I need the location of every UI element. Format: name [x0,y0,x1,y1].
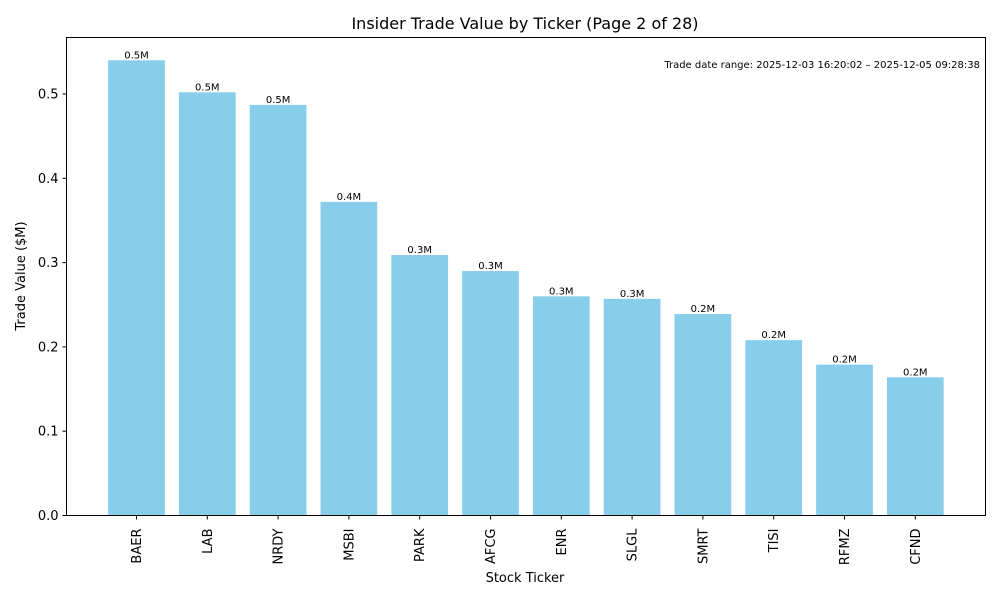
y-tick-label: 0.2 [38,340,59,355]
x-tick-label-smrt: SMRT [696,528,711,564]
x-tick-label-tisi: TISI [767,529,782,554]
y-tick-label: 0.4 [38,172,59,187]
data-label-slgl: 0.3M [620,289,645,300]
data-label-smrt: 0.2M [691,304,716,315]
y-tick-label: 0.3 [38,256,59,271]
bar-baer [108,60,165,516]
data-label-lab: 0.5M [195,82,220,93]
x-tick-label-nrdy: NRDY [272,528,287,564]
bar-enr [532,296,590,516]
data-label-afcg: 0.3M [478,261,503,272]
data-label-nrdy: 0.5M [266,95,291,106]
data-label-park: 0.3M [407,245,432,256]
bars-layer [108,60,944,516]
y-axis: 0.0 0.1 0.2 0.3 0.4 0.5 [38,88,67,524]
x-tick-label-enr: ENR [555,529,570,556]
y-tick-label: 0.0 [38,509,59,524]
bar-park [391,255,449,516]
x-tick-label-slgl: SLGL [626,528,641,562]
x-tick-label-baer: BAER [130,529,145,564]
data-labels-layer: 0.5M 0.5M 0.5M 0.4M 0.3M 0.3M 0.3M 0.3M 0.2M 0.2M… [124,50,927,378]
data-label-baer: 0.5M [124,50,149,61]
data-label-rfmz: 0.2M [832,355,857,366]
x-tick-label-afcg: AFCG [484,529,499,565]
y-tick-label: 0.5 [38,88,59,103]
bar-afcg [462,271,519,516]
data-label-cfnd: 0.2M [903,367,928,378]
bar-rfmz [816,364,873,516]
date-range-annotation: Trade date range: 2025-12-03 16:20:02 – … [663,60,980,71]
x-tick-label-msbi: MSBI [342,529,357,561]
bar-tisi [745,340,803,516]
bar-nrdy [249,104,307,516]
bar-smrt [674,314,732,516]
bar-slgl [603,298,661,516]
data-label-enr: 0.3M [549,286,574,297]
bar-lab [178,92,236,516]
bar-msbi [320,201,378,516]
bar-cfnd [886,377,944,516]
x-tick-label-park: PARK [413,528,428,562]
y-tick-label: 0.1 [38,425,59,440]
data-label-tisi: 0.2M [761,330,786,341]
x-tick-label-lab: LAB [201,529,216,554]
x-axis-label: Stock Ticker [486,571,565,586]
data-label-msbi: 0.4M [337,192,362,203]
x-axis: BAER LAB NRDY MSBI PARK AFCG ENR SLGL SMRT TISI RF… [130,515,924,565]
x-tick-label-rfmz: RFMZ [838,528,853,565]
plot-frame [66,37,986,516]
x-tick-label-cfnd: CFND [909,529,924,565]
y-axis-label: Trade Value ($M) [14,221,29,331]
chart-title: Insider Trade Value by Ticker (Page 2 of… [351,14,698,33]
